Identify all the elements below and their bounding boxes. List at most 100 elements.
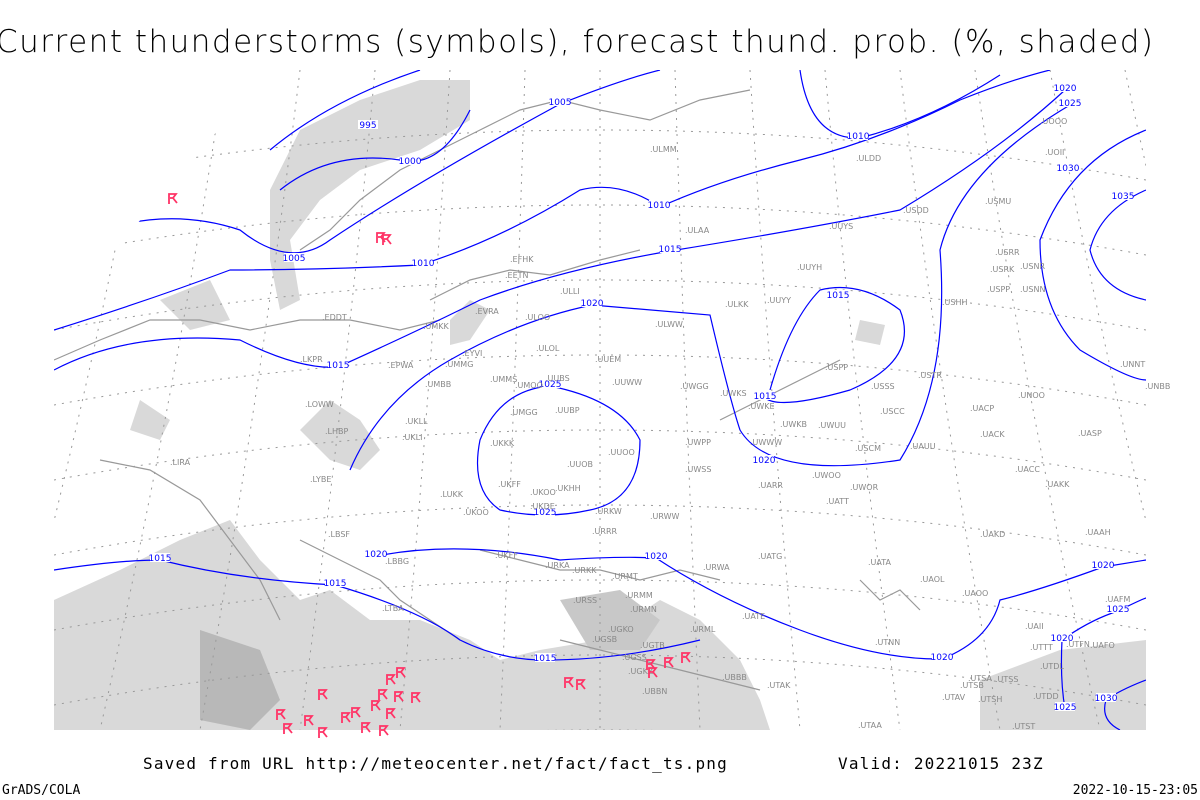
thunderstorm-glyph: [318, 689, 328, 700]
isobar-label-bg: [660, 244, 680, 253]
thunderstorm-icon: [576, 679, 586, 690]
isobar-label-bg: [1096, 693, 1116, 702]
station-label: .USSS: [871, 382, 895, 391]
station-label: .URWW: [650, 512, 680, 521]
station-label: .UBBN: [642, 687, 667, 696]
station-label: .EETN: [505, 271, 529, 280]
station-label: .EDDT: [322, 313, 347, 322]
station-label: .UKLL: [405, 417, 428, 426]
isobar-label: 1020: [931, 653, 954, 663]
station-label: .UKLI: [402, 433, 422, 442]
thunderstorm-glyph: [304, 715, 314, 726]
station-label: .LYBE: [310, 475, 331, 484]
thunderstorm-icon: [681, 652, 691, 663]
isobar-label: 1020: [1054, 84, 1077, 94]
station-label: .UWWW: [750, 438, 782, 447]
station-label: .ULOO: [525, 313, 550, 322]
thunderstorm-glyph: [318, 727, 328, 738]
station-label: .UUOB: [567, 460, 593, 469]
station-label: .UWKB: [780, 420, 807, 429]
thunderstorm-glyph: [341, 712, 351, 723]
isobar-label: 1025: [1107, 605, 1130, 615]
isobar-label: 1015: [149, 554, 172, 564]
isobar-label-bg: [1055, 702, 1075, 711]
isobar-label-bg: [366, 549, 386, 558]
station-label: .USRK: [990, 265, 1015, 274]
station-label: .UBBB: [722, 673, 747, 682]
station-label: .URRR: [592, 527, 618, 536]
station-label: .UTSH: [978, 695, 1002, 704]
generated-timestamp: 2022-10-15-23:05: [1072, 783, 1198, 798]
station-label: .UGSB: [592, 635, 617, 644]
shaded-area: [300, 400, 380, 470]
isobar-label: 1015: [827, 291, 850, 301]
valid-time: Valid: 20221015 23Z: [838, 754, 1044, 773]
station-label: .LIRA: [170, 458, 191, 467]
station-label: .URMT: [612, 572, 638, 581]
coastline: [299, 89, 751, 251]
station-label: .UGSS: [622, 653, 647, 662]
meridian: [54, 70, 151, 730]
station-label: .UMMG: [445, 360, 473, 369]
thunderstorm-icon: [564, 677, 574, 688]
isobar-label: 1020: [581, 299, 604, 309]
station-label: .UATG: [758, 552, 782, 561]
isobar-label-bg: [400, 156, 420, 165]
station-label: .LKPR: [300, 355, 323, 364]
station-label: .UAKK: [1045, 480, 1070, 489]
thunderstorm-glyph: [646, 659, 656, 670]
isobar-label: 1020: [365, 550, 388, 560]
thunderstorm-symbols: [168, 193, 691, 738]
station-label: .USCM: [855, 444, 881, 453]
thunderstorm-icon: [318, 727, 328, 738]
meridian: [1049, 70, 1146, 730]
isobar-label-bg: [646, 551, 666, 560]
station-label: .UTTT: [1030, 643, 1053, 652]
thunderstorm-icon: [378, 689, 388, 700]
station-label: .UGTB: [640, 641, 665, 650]
station-label: .UKOO: [463, 508, 489, 517]
isobar-label: 1030: [1095, 694, 1118, 704]
station-label: .UAUU: [910, 442, 936, 451]
thunderstorm-glyph: [361, 722, 371, 733]
isobar-label-bg: [649, 200, 669, 209]
coastline: [859, 579, 921, 611]
station-label: .UWPP: [685, 438, 711, 447]
station-label: .UUOO: [608, 448, 635, 457]
station-label: .UATT: [826, 497, 849, 506]
thunderstorm-icon: [379, 725, 389, 736]
station-label: .UGKO: [608, 625, 634, 634]
station-label: .UWOO: [812, 471, 841, 480]
meridian: [99, 70, 226, 730]
station-label: .URKA: [545, 561, 570, 570]
isobar-label: 1025: [1054, 703, 1077, 713]
station-label: .URMN: [630, 605, 657, 614]
station-label: .UTSB: [960, 681, 984, 690]
isobar-label-bg: [150, 553, 170, 562]
station-label: .UMMS: [490, 375, 517, 384]
station-label: .UMOO: [515, 381, 543, 390]
isobar: [375, 548, 1146, 660]
shaded-area: [980, 640, 1146, 730]
isobar: [764, 286, 905, 404]
coastlines: [54, 89, 921, 691]
isobar-label-bg: [848, 131, 868, 140]
thunderstorm-glyph: [648, 667, 658, 678]
meridian: [899, 70, 1001, 730]
station-label: .USPP: [987, 285, 1010, 294]
isobar-label: 1010: [412, 259, 435, 269]
station-label: .UTDD: [1033, 692, 1059, 701]
meridian: [1124, 70, 1146, 730]
thunderstorm-icon: [318, 689, 328, 700]
station-label: .UWUU: [818, 421, 846, 430]
station-label: .UTSA: [968, 674, 993, 683]
isobar-label: 1015: [534, 654, 557, 664]
shaded-area: [560, 590, 660, 650]
station-label: .ULDD: [856, 154, 881, 163]
station-label: .URWA: [703, 563, 730, 572]
station-label: .LUKK: [440, 490, 464, 499]
isobar-label: 1020: [645, 552, 668, 562]
station-label: .USNR: [1020, 262, 1045, 271]
station-label: .UAOL: [920, 575, 945, 584]
thunderstorm-icon: [646, 659, 656, 670]
